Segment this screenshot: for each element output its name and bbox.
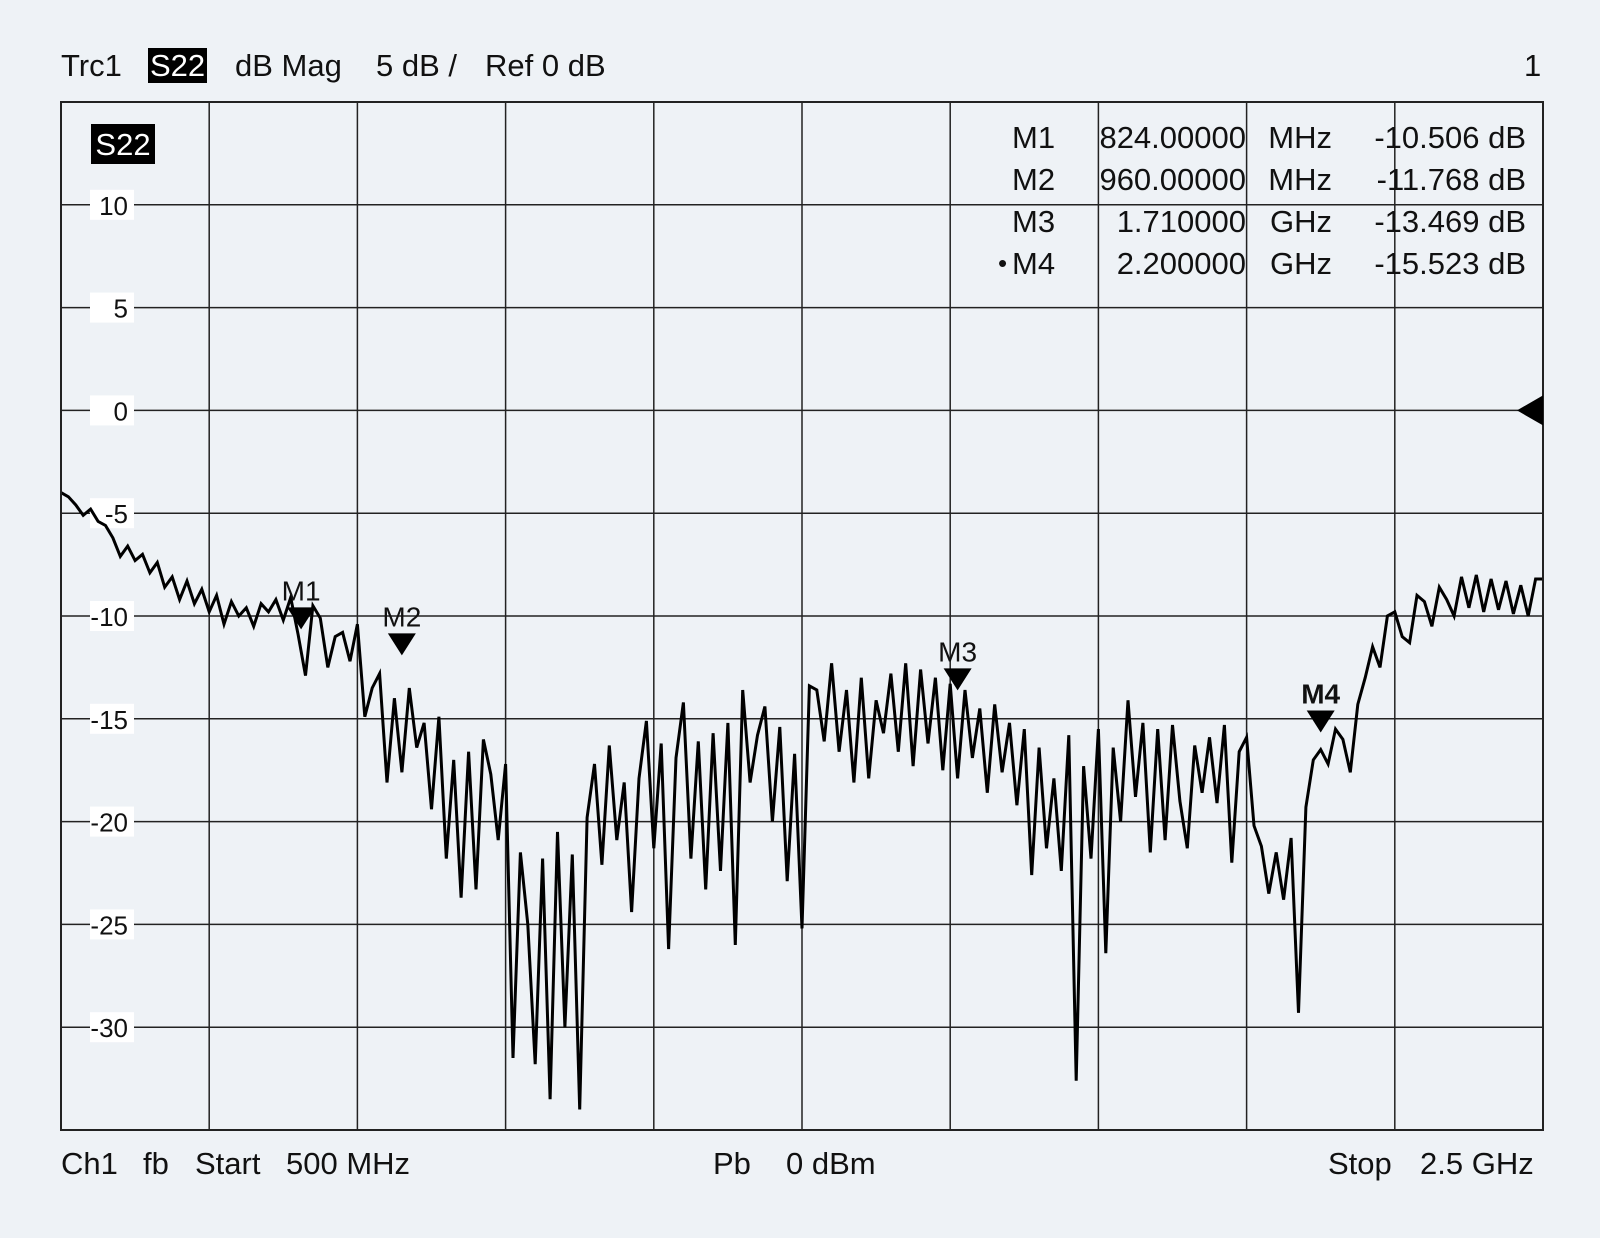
footer-power-label: Pb <box>713 1146 751 1181</box>
marker-table-value: -11.768 dB <box>1377 162 1526 197</box>
footer-power-value[interactable]: 0 dBm <box>786 1146 876 1181</box>
marker-table-frequency: 1.710000 <box>1117 204 1246 239</box>
y-tick-label: -5 <box>105 499 128 529</box>
marker-triangle[interactable] <box>1306 710 1335 733</box>
channel-number: 1 <box>1524 48 1542 83</box>
y-tick-label-bg <box>90 601 134 631</box>
y-tick-label: 5 <box>114 294 128 324</box>
trace-label: S22 <box>95 127 150 162</box>
marker-table-value: -15.523 dB <box>1374 246 1526 281</box>
grid <box>61 102 1543 1130</box>
y-tick-label-bg <box>90 703 134 734</box>
footer-channel[interactable]: Ch1 <box>61 1146 118 1181</box>
y-tick-label: -30 <box>90 1013 128 1043</box>
trace-name[interactable]: Trc1 <box>61 48 122 83</box>
trace-label-box <box>91 124 155 164</box>
y-tick-label-bg <box>90 806 134 837</box>
footer-start-value[interactable]: 500 MHz <box>286 1146 411 1181</box>
trace-parameter: S22 <box>148 48 208 83</box>
y-tick-label: 0 <box>114 396 128 426</box>
marker-table-frequency: 2.200000 <box>1117 246 1246 281</box>
marker-triangle[interactable] <box>943 668 972 691</box>
marker-table-frequency: 960.00000 <box>1099 162 1246 197</box>
marker-label[interactable]: M4 <box>1301 679 1340 710</box>
y-tick-label-bg <box>90 395 134 426</box>
y-axis: 10 5 0 -5 -10 -15 -20 -25 -30 <box>90 189 134 1043</box>
marker-label[interactable]: M3 <box>938 636 977 667</box>
trace-format[interactable]: dB Mag <box>235 48 342 83</box>
footer-mode: fb <box>143 1146 169 1181</box>
y-tick-label-bg <box>90 189 134 220</box>
y-tick-label-bg <box>90 1012 134 1043</box>
y-tick-label: -10 <box>90 602 128 632</box>
footer-stop-label: Stop <box>1328 1146 1392 1181</box>
marker-table-name: M3 <box>1012 204 1055 239</box>
footer-start-label: Start <box>195 1146 261 1181</box>
s22-trace <box>60 491 1543 1110</box>
reference-level-arrow[interactable] <box>1517 395 1543 426</box>
trace-parameter-badge[interactable]: S22 <box>148 48 208 84</box>
marker-table-value: -10.506 dB <box>1374 120 1526 155</box>
y-tick-label: -20 <box>90 808 128 838</box>
marker-table-unit: GHz <box>1270 246 1332 281</box>
marker-table-name: M4 <box>1012 246 1055 281</box>
y-tick-label: 10 <box>99 191 128 221</box>
marker-triangle[interactable] <box>287 607 316 630</box>
active-marker-bullet: • <box>998 248 1007 278</box>
y-tick-label-bg <box>90 909 134 940</box>
y-tick-label: -25 <box>90 910 128 940</box>
marker-table-unit: MHz <box>1268 162 1332 197</box>
marker-label[interactable]: M2 <box>382 601 421 632</box>
marker-label[interactable]: M1 <box>282 575 321 606</box>
y-tick-label-bg <box>90 498 134 529</box>
marker-table-unit: GHz <box>1270 204 1332 239</box>
marker-table-name: M1 <box>1012 120 1055 155</box>
marker-table: M1 824.00000 MHz -10.506 dB M2 960.00000 MHz -1… <box>998 120 1526 281</box>
marker-table-value: -13.469 dB <box>1374 204 1526 239</box>
marker-table-name: M2 <box>1012 162 1055 197</box>
marker-table-unit: MHz <box>1268 120 1332 155</box>
y-tick-label: -15 <box>90 705 128 735</box>
markers: M1 M2 M3 M4 <box>282 575 1341 733</box>
plot-frame <box>60 101 1544 1131</box>
marker-triangle[interactable] <box>387 633 416 656</box>
reference-level[interactable]: Ref 0 dB <box>485 48 606 83</box>
y-tick-label-bg <box>90 292 134 323</box>
trace-scale[interactable]: 5 dB / <box>376 48 457 83</box>
footer-stop-value[interactable]: 2.5 GHz <box>1420 1146 1534 1181</box>
marker-table-frequency: 824.00000 <box>1099 120 1246 155</box>
